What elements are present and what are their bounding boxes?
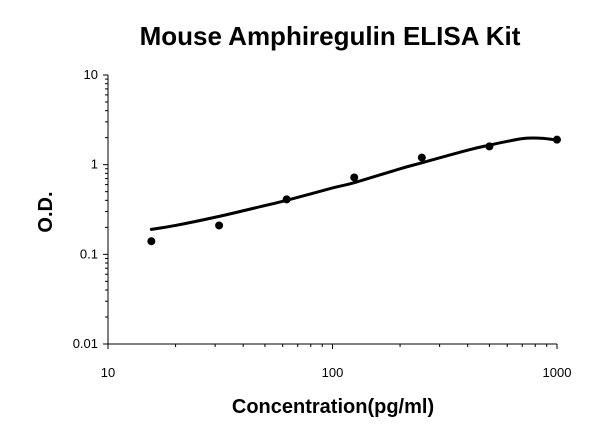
data-point [553, 135, 561, 144]
data-point [147, 237, 156, 246]
y-tick-label: 0.1 [80, 246, 98, 261]
y-tick-label: 0.01 [73, 336, 98, 351]
x-ticks: 10 100 1000 [101, 344, 572, 380]
x-tick-label: 10 [101, 365, 115, 380]
y-ticks: 0.01 0.1 1 10 [73, 67, 108, 351]
data-point [485, 142, 494, 151]
data-point [417, 153, 426, 162]
data-point [350, 173, 359, 182]
x-axis-title: Concentration(pg/ml) [232, 396, 434, 418]
data-point [282, 195, 291, 204]
chart-title: Mouse Amphiregulin ELISA Kit [140, 21, 521, 51]
y-tick-label: 10 [84, 67, 98, 82]
x-tick-label: 1000 [543, 365, 572, 380]
x-tick-label: 100 [322, 365, 344, 380]
data-points [147, 135, 561, 246]
y-axis-title: O.D. [35, 191, 57, 232]
data-point [215, 221, 224, 230]
y-tick-label: 1 [91, 157, 98, 172]
fit-curve-line [149, 136, 559, 231]
fit-curve-group [149, 136, 559, 231]
